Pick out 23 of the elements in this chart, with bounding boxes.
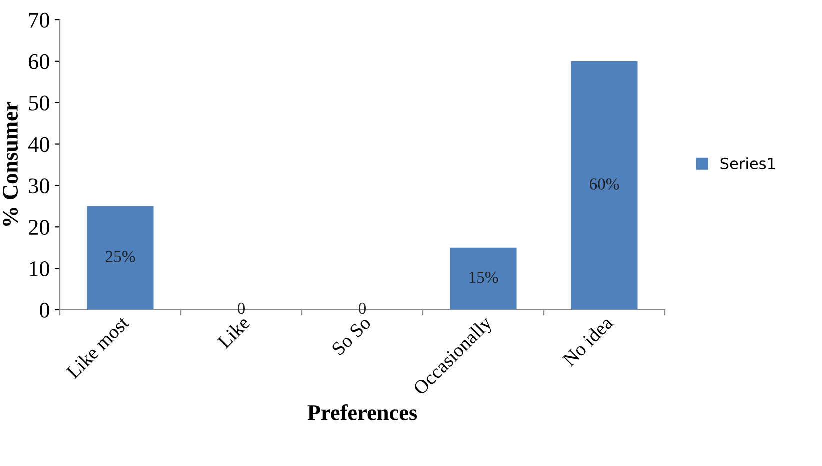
y-tick-label: 40 [28, 137, 50, 152]
y-tick-label: 0 [40, 302, 50, 318]
x-tick-label: No idea [562, 315, 614, 368]
bar [571, 61, 638, 310]
x-tick-label: So So [331, 316, 372, 356]
y-tick-label: 60 [29, 54, 50, 70]
y-tick-label: 10 [30, 262, 50, 276]
legend-label: Series1 [720, 158, 776, 170]
data-label: 0 [358, 302, 366, 314]
x-tick-label: Like [216, 315, 251, 350]
x-tick-label: Like most [66, 314, 130, 380]
y-tick-label: 50 [29, 96, 50, 111]
data-label: 60% [590, 178, 620, 190]
bar [450, 248, 517, 310]
y-tick-label: 70 [30, 12, 50, 28]
x-axis-title: Preferences [308, 404, 418, 420]
data-label: 25% [106, 251, 136, 262]
data-label: 0 [238, 302, 246, 314]
bar [87, 206, 154, 310]
y-axis-title: % Consumer [2, 102, 18, 226]
y-tick-label: 30 [29, 178, 50, 194]
y-tick-label: 20 [29, 220, 50, 236]
data-label: 15% [470, 272, 498, 284]
